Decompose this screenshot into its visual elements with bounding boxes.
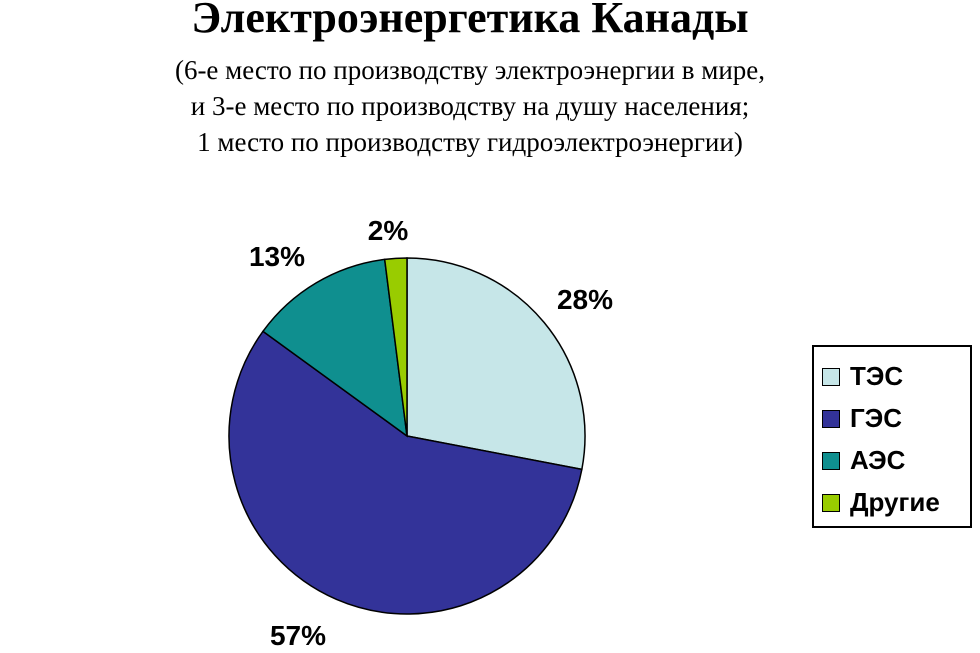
- legend-item-other: Другие: [822, 487, 940, 518]
- legend-label-ges: ГЭС: [850, 403, 903, 433]
- legend-item-aes: АЭС: [822, 445, 905, 476]
- legend-label-aes: АЭС: [850, 445, 906, 475]
- pie-slice-tes: [406, 257, 586, 471]
- pie-slices: [228, 257, 586, 615]
- chart-subtitle: (6-е место по производству электроэнерги…: [0, 52, 940, 160]
- pie-slice-other: [383, 257, 408, 437]
- legend-item-tes: ТЭС: [822, 361, 903, 392]
- pie-slice-ges: [228, 330, 583, 615]
- chart-title: Электроэнергетика Канады: [191, 0, 749, 42]
- pie-labels: 28% 57% 13% 2%: [249, 215, 613, 651]
- subtitle-line-3: 1 место по производству гидроэлектроэнер…: [197, 127, 743, 157]
- legend-label-other: Другие: [850, 487, 940, 517]
- legend-swatch-aes: [822, 451, 840, 470]
- pie-label-other: 2%: [368, 215, 409, 246]
- legend-label-tes: ТЭС: [850, 361, 904, 391]
- legend-swatch-other: [822, 493, 840, 512]
- legend-item-ges: ГЭС: [822, 403, 902, 434]
- subtitle-line-1: (6-е место по производству электроэнерги…: [174, 55, 766, 85]
- legend-swatch-ges: [822, 409, 840, 428]
- pie-label-ges: 57%: [270, 620, 326, 651]
- chart-legend: ТЭС ГЭС АЭС Другие: [812, 345, 972, 528]
- pie-label-tes: 28%: [557, 284, 613, 315]
- legend-swatch-tes: [822, 367, 840, 386]
- subtitle-line-2: и 3-е место по производству на душу насе…: [190, 91, 750, 121]
- pie-label-aes: 13%: [249, 241, 305, 272]
- pie-slice-aes: [261, 258, 408, 438]
